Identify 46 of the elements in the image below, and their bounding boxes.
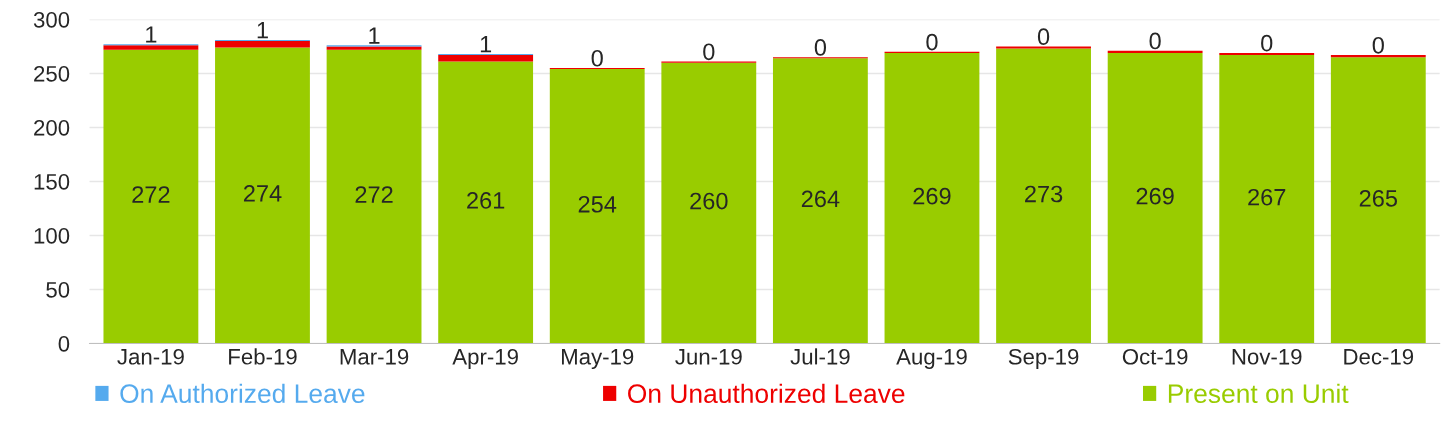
x-tick-label: Aug-19 <box>896 348 967 370</box>
y-tick-label: 50 <box>46 281 70 298</box>
data-label: 0 <box>703 43 715 61</box>
x-tick-label: Nov-19 <box>1232 348 1302 365</box>
y-tick-label: 0 <box>58 335 70 352</box>
x-tick-label: Mar-19 <box>340 348 409 365</box>
data-label: 1 <box>146 26 157 43</box>
data-label: 1 <box>480 36 492 53</box>
x-tick-label: Oct-19 <box>1122 348 1188 365</box>
data-label: 254 <box>578 195 617 213</box>
data-label: 267 <box>1248 188 1286 206</box>
data-label: 0 <box>1149 32 1161 50</box>
x-tick-label: Dec-19 <box>1344 348 1414 365</box>
data-label: 1 <box>369 27 380 44</box>
data-label: 269 <box>913 187 951 205</box>
data-label: 1 <box>257 22 268 39</box>
legend-label: On Authorized Leave <box>120 383 365 404</box>
x-tick-label: Sep-19 <box>1008 348 1079 370</box>
x-tick-label: Jul-19 <box>790 348 850 365</box>
x-tick-label: May-19 <box>562 348 634 370</box>
data-label: 273 <box>1025 185 1063 203</box>
y-tick-label: 250 <box>34 65 70 82</box>
legend-label: On Unauthorized Leave <box>628 383 905 404</box>
legend-label: Present on Unit <box>1168 383 1349 404</box>
x-tick-label: Feb-19 <box>229 348 297 365</box>
data-label: 0 <box>1372 36 1384 54</box>
data-label: 272 <box>132 186 170 203</box>
y-tick-label: 300 <box>33 11 70 28</box>
y-tick-label: 150 <box>34 173 70 190</box>
data-label: 0 <box>814 39 827 56</box>
data-label: 274 <box>243 185 282 202</box>
data-label: 0 <box>1037 28 1050 46</box>
data-label: 261 <box>467 192 505 209</box>
data-label: 264 <box>801 190 840 208</box>
data-label: 0 <box>1261 34 1273 52</box>
data-label: 265 <box>1359 189 1398 207</box>
data-label: 272 <box>355 186 393 203</box>
x-tick-label: Jan-19 <box>117 348 184 365</box>
y-tick-label: 200 <box>34 119 70 136</box>
data-label: 0 <box>591 49 603 67</box>
x-tick-label: Apr-19 <box>452 348 518 370</box>
x-tick-label: Jun-19 <box>675 348 742 365</box>
y-tick-label: 100 <box>34 227 70 244</box>
data-label: 0 <box>926 33 938 51</box>
data-label: 269 <box>1136 187 1174 205</box>
data-label: 260 <box>690 192 728 210</box>
